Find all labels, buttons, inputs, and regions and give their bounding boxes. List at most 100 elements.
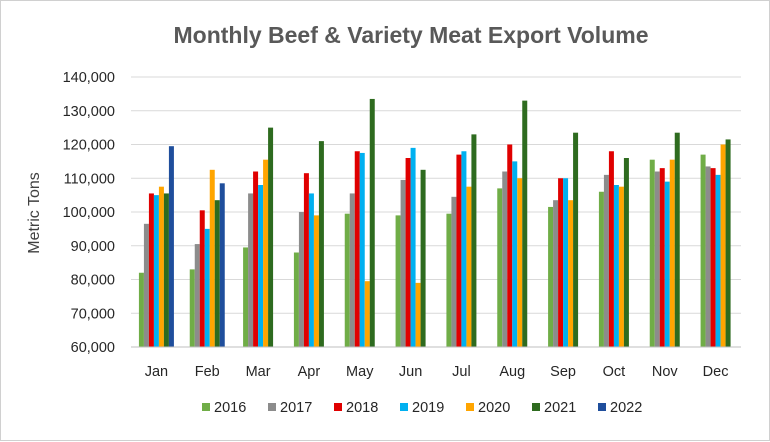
bar-2021-apr bbox=[318, 141, 324, 347]
legend-label: 2022 bbox=[610, 400, 642, 416]
bar-2018-oct bbox=[608, 151, 614, 347]
bar-2018-jun bbox=[405, 158, 411, 347]
x-tick-label: May bbox=[346, 364, 374, 380]
legend-swatch-2021 bbox=[532, 403, 540, 411]
bar-2016-sep bbox=[548, 206, 554, 347]
x-tick-label: Mar bbox=[246, 364, 271, 380]
legend-label: 2017 bbox=[280, 400, 312, 416]
y-tick-label: 70,000 bbox=[71, 306, 115, 322]
legend-label: 2019 bbox=[412, 400, 444, 416]
bar-2020-feb bbox=[209, 169, 215, 347]
bar-2019-jan bbox=[153, 195, 159, 347]
bar-2020-oct bbox=[618, 186, 624, 347]
gridlines bbox=[131, 76, 741, 314]
bars bbox=[138, 98, 731, 347]
bar-2018-mar bbox=[253, 171, 259, 347]
bar-2021-aug bbox=[522, 100, 528, 347]
bar-2016-may bbox=[344, 213, 350, 347]
bar-2019-aug bbox=[512, 161, 518, 347]
bar-2019-dec bbox=[715, 174, 721, 347]
bar-2021-oct bbox=[623, 158, 629, 347]
y-axis-title: Metric Tons bbox=[26, 172, 43, 254]
bar-2018-dec bbox=[710, 168, 716, 347]
x-tick-label: Dec bbox=[703, 364, 729, 380]
bar-2017-jun bbox=[400, 179, 406, 347]
bar-2020-may bbox=[364, 281, 370, 347]
bar-2016-jun bbox=[395, 215, 401, 347]
bar-2020-sep bbox=[568, 200, 574, 347]
bar-2019-mar bbox=[258, 185, 264, 347]
x-tick-label: Jan bbox=[145, 364, 168, 380]
bar-2017-apr bbox=[298, 212, 304, 347]
bar-2021-sep bbox=[573, 132, 579, 347]
legend-swatch-2017 bbox=[268, 403, 276, 411]
y-tick-label: 80,000 bbox=[71, 273, 115, 289]
x-tick-label: Aug bbox=[499, 364, 525, 380]
x-tick-label: Feb bbox=[195, 364, 220, 380]
bar-2019-may bbox=[359, 152, 365, 347]
bar-2021-nov bbox=[674, 132, 680, 347]
bar-2021-jan bbox=[163, 193, 169, 347]
bar-2021-may bbox=[369, 98, 375, 347]
chart-title: Monthly Beef & Variety Meat Export Volum… bbox=[173, 22, 648, 48]
bar-2019-feb bbox=[204, 228, 210, 347]
x-tick-label: Jun bbox=[399, 364, 422, 380]
x-tick-label: Apr bbox=[298, 364, 321, 380]
bar-2016-feb bbox=[189, 269, 195, 347]
bar-2018-aug bbox=[507, 144, 513, 347]
legend-label: 2018 bbox=[346, 400, 378, 416]
bar-2018-feb bbox=[199, 210, 205, 347]
x-tick-label: Jul bbox=[452, 364, 471, 380]
bar-2022-feb bbox=[219, 183, 225, 347]
y-axis-ticks: 60,000 70,000 80,000 90,000 100,000 110,000 12… bbox=[63, 70, 115, 356]
x-tick-label: Oct bbox=[603, 364, 626, 380]
x-tick-label: Nov bbox=[652, 364, 679, 380]
bar-2016-oct bbox=[598, 191, 604, 347]
bar-2016-apr bbox=[293, 252, 299, 347]
legend-label: 2021 bbox=[544, 400, 576, 416]
bar-2017-jan bbox=[143, 223, 149, 347]
bar-2018-sep bbox=[558, 178, 564, 347]
bar-2019-apr bbox=[308, 193, 314, 347]
bar-2021-dec bbox=[725, 139, 731, 347]
bar-2020-dec bbox=[720, 144, 726, 347]
x-axis-categories: Jan Feb Mar Apr May Jun Jul Aug Sep Oct Nov Dec bbox=[145, 364, 729, 380]
bar-2020-jun bbox=[415, 282, 421, 347]
y-tick-label: 130,000 bbox=[63, 104, 115, 120]
bar-2020-jan bbox=[158, 186, 164, 347]
bar-2021-jul bbox=[471, 134, 477, 347]
bar-2016-nov bbox=[649, 159, 655, 347]
y-tick-label: 90,000 bbox=[71, 239, 115, 255]
bar-2018-apr bbox=[303, 173, 309, 347]
bar-2018-may bbox=[354, 151, 360, 347]
x-tick-label: Sep bbox=[550, 364, 576, 380]
bar-2018-jul bbox=[456, 154, 462, 347]
bar-2017-feb bbox=[194, 244, 200, 347]
legend-swatch-2019 bbox=[400, 403, 408, 411]
bar-2017-jul bbox=[451, 196, 457, 347]
bar-2017-mar bbox=[248, 193, 254, 347]
bar-2017-dec bbox=[705, 166, 711, 347]
bar-2019-oct bbox=[613, 185, 619, 347]
bar-2017-may bbox=[349, 193, 355, 347]
legend: 2016 2017 2018 2019 2020 2021 2022 bbox=[202, 400, 642, 416]
bar-2020-jul bbox=[466, 186, 472, 347]
bar-2020-mar bbox=[263, 159, 269, 347]
bar-2017-oct bbox=[603, 174, 609, 347]
bar-2019-nov bbox=[664, 181, 670, 347]
legend-label: 2016 bbox=[214, 400, 246, 416]
legend-swatch-2020 bbox=[466, 403, 474, 411]
bar-2021-jun bbox=[420, 169, 426, 347]
bar-2017-aug bbox=[502, 171, 508, 347]
bar-2021-feb bbox=[214, 200, 220, 347]
bar-2020-nov bbox=[669, 159, 675, 347]
y-tick-label: 120,000 bbox=[63, 138, 115, 154]
bar-2016-jul bbox=[446, 213, 452, 347]
bar-2019-jun bbox=[410, 147, 416, 347]
bar-2020-aug bbox=[517, 178, 523, 347]
bar-2018-jan bbox=[148, 193, 154, 347]
legend-swatch-2022 bbox=[598, 403, 606, 411]
y-tick-label: 60,000 bbox=[71, 340, 115, 356]
